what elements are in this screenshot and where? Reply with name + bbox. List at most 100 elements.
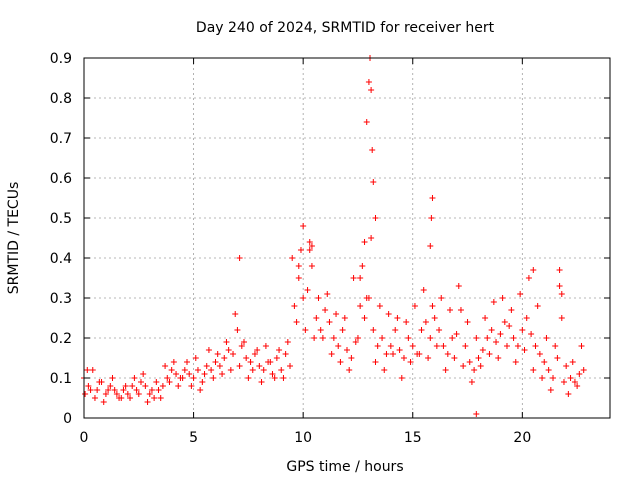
data-point [488,327,495,333]
y-tick-label: 0.4 [50,251,72,267]
data-point [232,311,239,317]
data-point [306,239,313,245]
data-point [254,347,261,353]
data-point [556,283,563,289]
data-point [425,355,432,361]
data-point [190,375,197,381]
data-point [565,391,572,397]
data-point [357,275,364,281]
y-tick-label: 0.6 [50,171,72,187]
data-point [151,395,158,401]
data-point [260,367,267,373]
data-point [571,379,578,385]
data-point [376,303,383,309]
data-point [451,355,458,361]
y-tick-label: 0 [63,411,72,427]
y-axis-label: SRMTID / TECUs [6,182,22,295]
ticks [83,57,610,419]
data-point [370,327,377,333]
data-point [416,351,423,357]
data-point [155,387,162,393]
data-point [363,119,370,125]
data-point [409,343,416,349]
data-point [525,275,532,281]
data-point [368,87,375,93]
data-point [429,195,436,201]
data-point [300,295,307,301]
data-point [284,339,291,345]
data-point [411,303,418,309]
data-point [194,367,201,373]
data-point [369,147,376,153]
data-point [400,355,407,361]
data-point [315,295,322,301]
data-point [420,287,427,293]
data-point [227,367,234,373]
data-point [519,327,526,333]
data-point [473,411,480,417]
data-point [357,303,364,309]
data-point [230,351,237,357]
data-point [267,359,274,365]
data-point [539,375,546,381]
data-point [477,363,484,369]
data-point [466,359,473,365]
data-point [422,319,429,325]
data-point [350,275,357,281]
data-point [381,367,388,373]
data-point [144,399,151,405]
data-point [197,387,204,393]
data-point [184,359,191,365]
data-point [534,303,541,309]
data-point [521,347,528,353]
data-point [560,379,567,385]
data-point [113,391,120,397]
data-point [385,311,392,317]
data-point [359,263,366,269]
data-point [137,379,144,385]
data-point [547,387,554,393]
data-point [313,315,320,321]
data-point [249,367,256,373]
data-point [552,343,559,349]
data-point [236,363,243,369]
data-point [528,331,535,337]
data-point [394,315,401,321]
data-point [390,351,397,357]
data-point [497,331,504,337]
data-point [392,327,399,333]
data-point [311,335,318,341]
data-point [319,335,326,341]
data-point [442,367,449,373]
data-point [517,291,524,297]
data-point [578,343,585,349]
data-point [109,375,116,381]
data-point [168,367,175,373]
data-point [324,291,331,297]
data-point [354,335,361,341]
data-point [365,79,372,85]
data-point [370,179,377,185]
data-point [212,359,219,365]
data-point [96,379,103,385]
data-point [199,379,206,385]
data-point [407,359,414,365]
data-point [127,395,134,401]
data-point [453,331,460,337]
data-point [363,295,370,301]
data-point [556,267,563,273]
data-point [326,319,333,325]
data-point [289,255,296,261]
data-point [541,359,548,365]
x-tick-label: 15 [404,430,422,446]
data-point [508,307,515,313]
data-point [361,239,368,245]
data-point [100,399,107,405]
data-point [471,367,478,373]
data-point [124,391,131,397]
data-point [186,371,193,377]
data-point [175,383,182,389]
data-point [543,335,550,341]
data-point [214,351,221,357]
